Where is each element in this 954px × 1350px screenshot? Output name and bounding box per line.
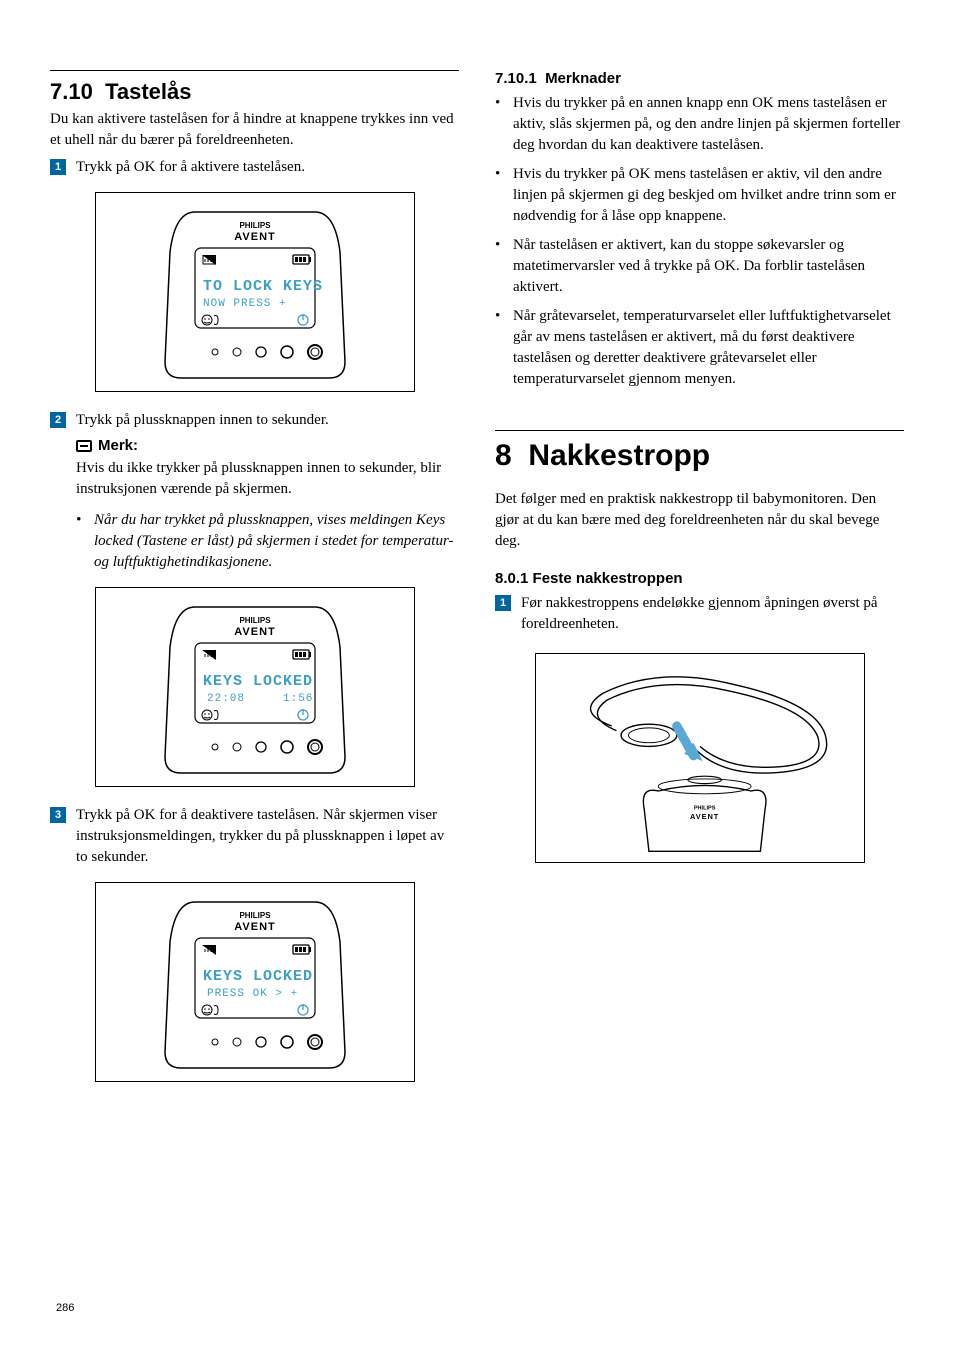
- step-number-icon: 2: [50, 412, 66, 428]
- figure-frame: PHILIPS AVENT KEYS LOCKED 22:08 1:56: [95, 587, 415, 787]
- note-label: Merk:: [98, 437, 138, 454]
- step-text: Trykk på OK for å deaktivere tastelåsen.…: [76, 805, 459, 868]
- section-name: Tastelås: [105, 79, 191, 104]
- bullet-item: Hvis du trykker på en annen knapp enn OK…: [495, 93, 904, 156]
- subsection-title: 7.10.1 Merknader: [495, 70, 904, 87]
- note-body: Hvis du ikke trykker på plussknappen inn…: [76, 458, 459, 500]
- notes-list: Hvis du trykker på en annen knapp enn OK…: [495, 93, 904, 390]
- chapter-title: 8 Nakkestropp: [495, 439, 904, 473]
- brand-text: PHILIPS: [239, 911, 271, 920]
- step-number-icon: 3: [50, 807, 66, 823]
- section-title: 7.10 Tastelås: [50, 79, 459, 105]
- device-illustration: PHILIPS AVENT KEYS LOCKED 22:08 1:56: [115, 597, 395, 777]
- subbrand-text: AVENT: [690, 811, 719, 820]
- lcd-line1: KEYS LOCKED: [203, 673, 313, 690]
- right-column: 7.10.1 Merknader Hvis du trykker på en a…: [495, 70, 904, 1100]
- step-text: Trykk på OK for å aktivere tastelåsen.: [76, 157, 459, 178]
- figure-frame: PHILIPS AVENT TO LOCK KEYS NOW PRESS +: [95, 192, 415, 392]
- section-rule: [50, 70, 459, 71]
- device-illustration: PHILIPS AVENT TO LOCK KEYS NOW PRESS +: [115, 202, 395, 382]
- device-figure-1: PHILIPS AVENT TO LOCK KEYS NOW PRESS +: [50, 192, 459, 392]
- subbrand-text: AVENT: [234, 921, 275, 933]
- brand-text: PHILIPS: [239, 221, 271, 230]
- lcd-line2-right: 1:56: [283, 693, 313, 705]
- note-block: Merk: Hvis du ikke trykker på plussknapp…: [76, 437, 459, 500]
- step-text: Trykk på plussknappen innen to sekunder.: [76, 410, 459, 431]
- step-1-strap: 1 Før nakkestroppens endeløkke gjennom å…: [495, 593, 904, 635]
- bullet-item: Når du har trykket på plussknappen, vise…: [76, 510, 459, 573]
- bullet-item: Når tastelåsen er aktivert, kan du stopp…: [495, 235, 904, 298]
- lcd-line2-left: 22:08: [207, 693, 245, 705]
- strap-illustration: PHILIPS AVENT: [545, 661, 855, 856]
- chapter-name: Nakkestropp: [528, 439, 710, 472]
- brand-text: PHILIPS: [693, 805, 715, 811]
- lcd-line1: TO LOCK KEYS: [203, 278, 323, 295]
- page-number: 286: [56, 1302, 74, 1314]
- subbrand-text: AVENT: [234, 626, 275, 638]
- subsection-number: 7.10.1: [495, 70, 537, 87]
- device-figure-2: PHILIPS AVENT KEYS LOCKED 22:08 1:56: [50, 587, 459, 787]
- note-bullets: Når du har trykket på plussknappen, vise…: [76, 510, 459, 573]
- subsection2-number: 8.0.1: [495, 570, 528, 587]
- strap-figure: PHILIPS AVENT: [495, 653, 904, 863]
- lcd-line2: PRESS OK > +: [207, 988, 298, 1000]
- figure-frame: PHILIPS AVENT KEYS LOCKED PRESS OK > +: [95, 882, 415, 1082]
- step-3: 3 Trykk på OK for å deaktivere tastelåse…: [50, 805, 459, 868]
- section-number: 7.10: [50, 79, 93, 104]
- subsection2-name: Feste nakkestroppen: [533, 570, 683, 587]
- device-illustration: PHILIPS AVENT KEYS LOCKED PRESS OK > +: [115, 892, 395, 1072]
- subsection2-title: 8.0.1 Feste nakkestroppen: [495, 570, 904, 587]
- lcd-line1: KEYS LOCKED: [203, 968, 313, 985]
- chapter-intro: Det følger med en praktisk nakkestropp t…: [495, 489, 904, 552]
- step-text: Før nakkestroppens endeløkke gjennom åpn…: [521, 593, 904, 635]
- note-icon: [76, 440, 92, 452]
- step-number-icon: 1: [50, 159, 66, 175]
- lcd-line2: NOW PRESS +: [203, 298, 287, 310]
- bullet-item: Når gråtevarselet, temperaturvarselet el…: [495, 306, 904, 390]
- bullet-item: Hvis du trykker på OK mens tastelåsen er…: [495, 164, 904, 227]
- subbrand-text: AVENT: [234, 231, 275, 243]
- brand-text: PHILIPS: [239, 616, 271, 625]
- chapter-block: 8 Nakkestropp Det følger med en praktisk…: [495, 430, 904, 863]
- section-intro: Du kan aktivere tastelåsen for å hindre …: [50, 109, 459, 151]
- left-column: 7.10 Tastelås Du kan aktivere tastelåsen…: [50, 70, 459, 1100]
- step-number-icon: 1: [495, 595, 511, 611]
- device-figure-3: PHILIPS AVENT KEYS LOCKED PRESS OK > +: [50, 882, 459, 1082]
- subsection-name: Merknader: [545, 70, 621, 87]
- step-1: 1 Trykk på OK for å aktivere tastelåsen.: [50, 157, 459, 178]
- chapter-rule: [495, 430, 904, 431]
- step-2: 2 Trykk på plussknappen innen to sekunde…: [50, 410, 459, 431]
- figure-frame: PHILIPS AVENT: [535, 653, 865, 863]
- chapter-number: 8: [495, 439, 512, 472]
